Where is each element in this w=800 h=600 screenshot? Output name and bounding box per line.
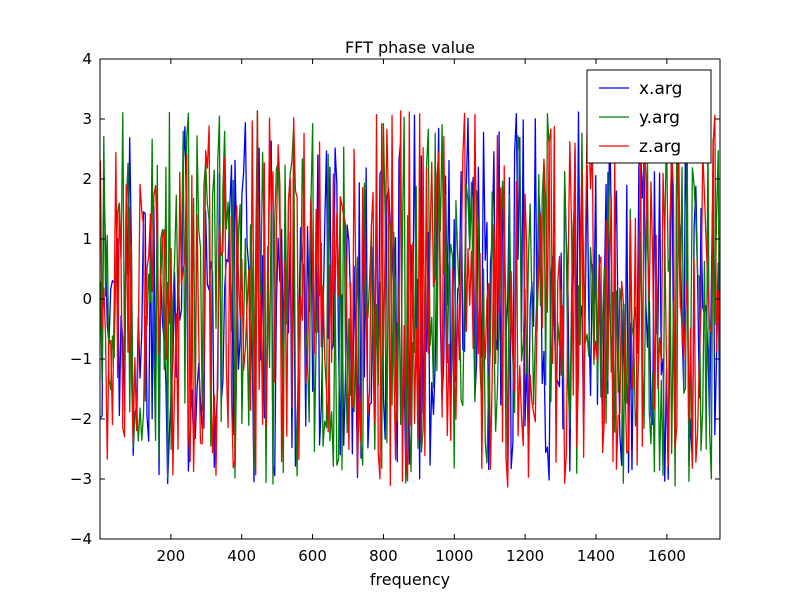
y-tick-label: −3 (70, 470, 92, 488)
x-axis-label: frequency (370, 570, 450, 589)
series-line-y-arg (100, 110, 720, 487)
x-tick-label: 1600 (648, 547, 686, 565)
legend-entry: x.arg (639, 79, 682, 99)
chart-title: FFT phase value (345, 38, 475, 57)
y-tick-label: 1 (82, 230, 92, 248)
y-axis: −4 −3 −2 −1 0 1 2 3 4 (70, 50, 720, 548)
x-tick-label: 200 (157, 547, 186, 565)
x-tick-label: 1000 (435, 547, 473, 565)
series-line-z-arg (100, 110, 720, 488)
y-tick-label: −2 (70, 410, 92, 428)
x-tick-label: 1400 (577, 547, 615, 565)
x-tick-label: 400 (227, 547, 256, 565)
x-tick-label: 1200 (506, 547, 544, 565)
x-tick-label: 600 (298, 547, 327, 565)
x-axis: 200 400 600 800 1000 1200 1400 1600 (157, 59, 686, 565)
x-tick-label: 800 (369, 547, 398, 565)
y-tick-label: −4 (70, 530, 92, 548)
y-tick-label: 4 (82, 50, 92, 68)
series-group (100, 109, 720, 488)
legend-entry: y.arg (639, 108, 680, 128)
legend: x.arg y.arg z.arg (586, 69, 712, 164)
y-tick-label: −1 (70, 350, 92, 368)
y-tick-label: 3 (82, 110, 92, 128)
legend-entry: z.arg (639, 137, 681, 157)
y-tick-label: 2 (82, 170, 92, 188)
y-tick-label: 0 (82, 290, 92, 308)
